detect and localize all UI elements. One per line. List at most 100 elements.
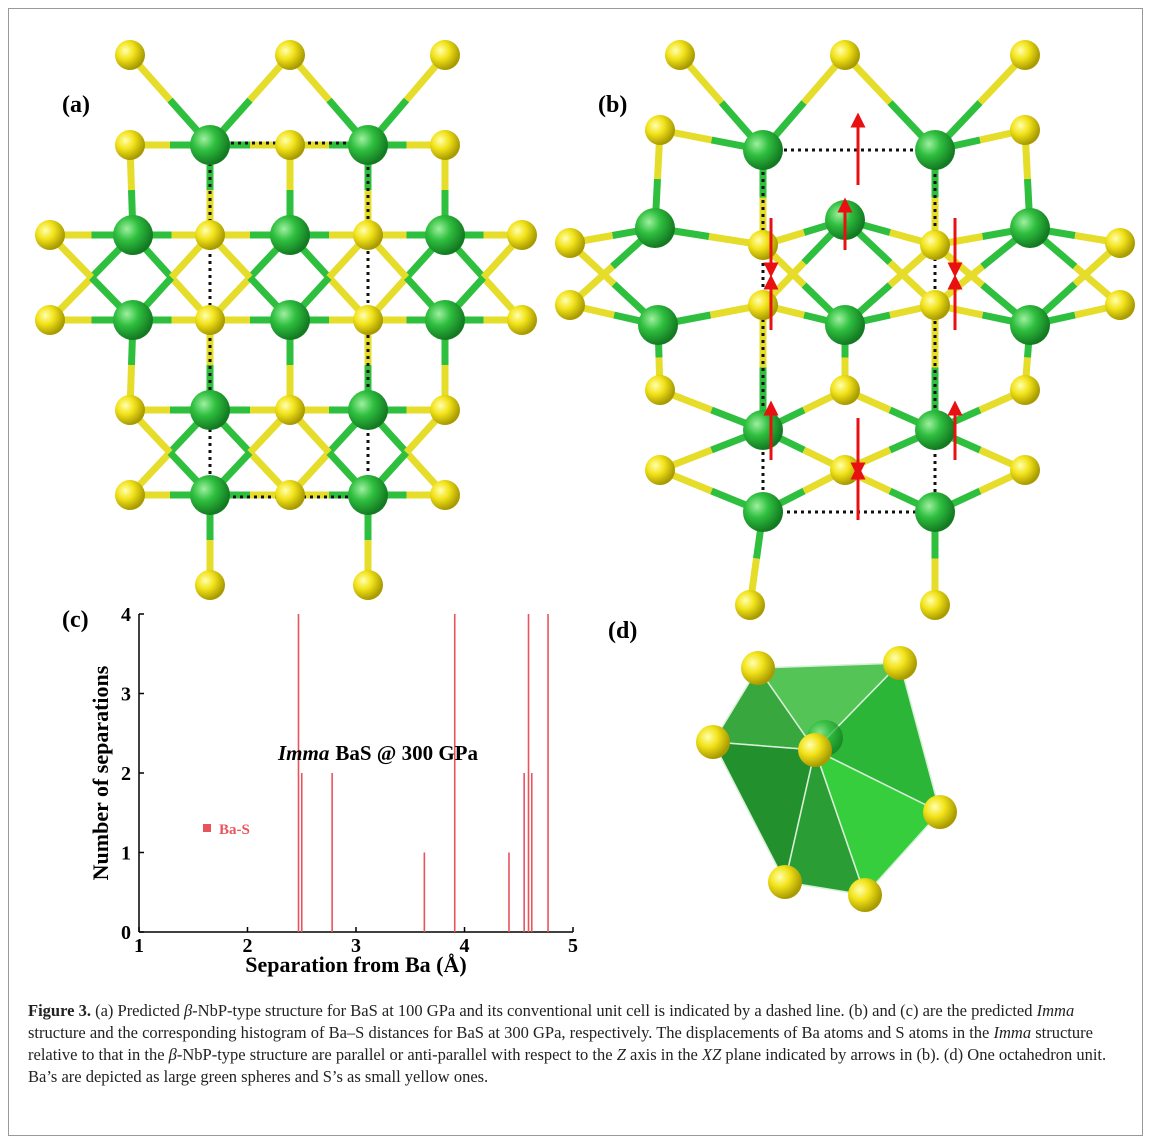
s-atom: [830, 455, 860, 485]
s-atom: [848, 878, 882, 912]
s-atom: [555, 228, 585, 258]
annotation-text: BaS @ 300 GPa: [335, 741, 478, 765]
s-atom: [555, 290, 585, 320]
s-atom: [665, 40, 695, 70]
octahedron: [696, 646, 957, 912]
s-atom: [645, 375, 675, 405]
s-atom: [507, 220, 537, 250]
ba-atom: [915, 130, 955, 170]
y-tick-label: 4: [121, 604, 131, 626]
s-atom: [1105, 228, 1135, 258]
x-tick-label: 1: [134, 935, 144, 957]
figure-page: (a) (b) (c) (d) 0123412345Separation fro…: [0, 0, 1153, 1146]
y-tick-label: 1: [121, 843, 131, 865]
panel-label: (b): [598, 92, 627, 118]
structures: [35, 40, 1135, 912]
caption-text: Imma: [1037, 1001, 1075, 1020]
s-atom: [883, 646, 917, 680]
s-atom: [275, 480, 305, 510]
s-atom: [645, 455, 675, 485]
caption: Figure 3. (a) Predicted β-NbP-type struc…: [28, 1000, 1128, 1088]
s-atom: [1105, 290, 1135, 320]
s-atom: [920, 290, 950, 320]
caption-text: (a) Predicted: [91, 1001, 184, 1020]
y-tick-label: 3: [121, 684, 131, 706]
s-atom: [430, 130, 460, 160]
s-atom: [741, 651, 775, 685]
caption-text: structure and the corresponding histogra…: [28, 1023, 994, 1042]
s-atom: [195, 220, 225, 250]
ba-atom: [635, 208, 675, 248]
s-atom: [1010, 40, 1040, 70]
s-atom: [353, 305, 383, 335]
ba-atom: [190, 475, 230, 515]
y-tick-label: 0: [121, 922, 131, 944]
s-atom: [35, 220, 65, 250]
ba-atom: [190, 390, 230, 430]
ba-atom: [1010, 208, 1050, 248]
x-axis-label: Separation from Ba (Å): [245, 952, 466, 977]
ba-atom: [270, 300, 310, 340]
s-atom: [275, 130, 305, 160]
caption-text: -NbP-type structure are parallel or anti…: [177, 1045, 617, 1064]
ba-atom: [348, 125, 388, 165]
caption-text: XZ: [702, 1045, 721, 1064]
s-atom: [195, 570, 225, 600]
s-atom: [430, 395, 460, 425]
s-atom: [645, 115, 675, 145]
ba-atom: [825, 305, 865, 345]
caption-text: -NbP-type structure for BaS at 100 GPa a…: [192, 1001, 1036, 1020]
s-atom: [920, 590, 950, 620]
s-atom: [830, 40, 860, 70]
s-atom: [798, 733, 832, 767]
y-tick-label: 2: [121, 763, 131, 785]
s-atom: [275, 40, 305, 70]
caption-text: axis in the: [626, 1045, 702, 1064]
legend-swatch: [203, 824, 211, 832]
s-atom: [696, 725, 730, 759]
ba-atom: [113, 215, 153, 255]
s-atom: [1010, 115, 1040, 145]
s-atom: [115, 480, 145, 510]
s-atom: [275, 395, 305, 425]
s-atom: [1010, 455, 1040, 485]
crystal: [555, 40, 1135, 620]
ba-atom: [1010, 305, 1050, 345]
ba-atom: [743, 410, 783, 450]
s-atom: [35, 305, 65, 335]
s-atom: [735, 590, 765, 620]
ba-atom: [743, 492, 783, 532]
s-atom: [115, 395, 145, 425]
ba-atom: [743, 130, 783, 170]
s-atom: [830, 375, 860, 405]
s-atom: [353, 570, 383, 600]
s-atom: [923, 795, 957, 829]
s-atom: [507, 305, 537, 335]
ba-atom: [425, 215, 465, 255]
ba-atom: [915, 410, 955, 450]
s-atom: [748, 230, 778, 260]
crystal: [35, 40, 537, 600]
panel-label: (d): [608, 618, 637, 644]
panel-label: (a): [62, 92, 90, 118]
ba-atom: [113, 300, 153, 340]
s-atom: [1010, 375, 1040, 405]
ba-atom: [915, 492, 955, 532]
s-atom: [115, 40, 145, 70]
annotation-italic: Imma: [277, 741, 329, 765]
caption-text: Imma: [994, 1023, 1032, 1042]
s-atom: [115, 130, 145, 160]
ba-atom: [190, 125, 230, 165]
caption-text: β: [169, 1045, 177, 1064]
s-atom: [195, 305, 225, 335]
s-atom: [920, 230, 950, 260]
s-atom: [748, 290, 778, 320]
ba-atom: [348, 475, 388, 515]
ba-atom: [638, 305, 678, 345]
y-axis-label: Number of separations: [88, 665, 113, 880]
s-atom: [430, 480, 460, 510]
s-atom: [768, 865, 802, 899]
caption-text: β: [184, 1001, 192, 1020]
